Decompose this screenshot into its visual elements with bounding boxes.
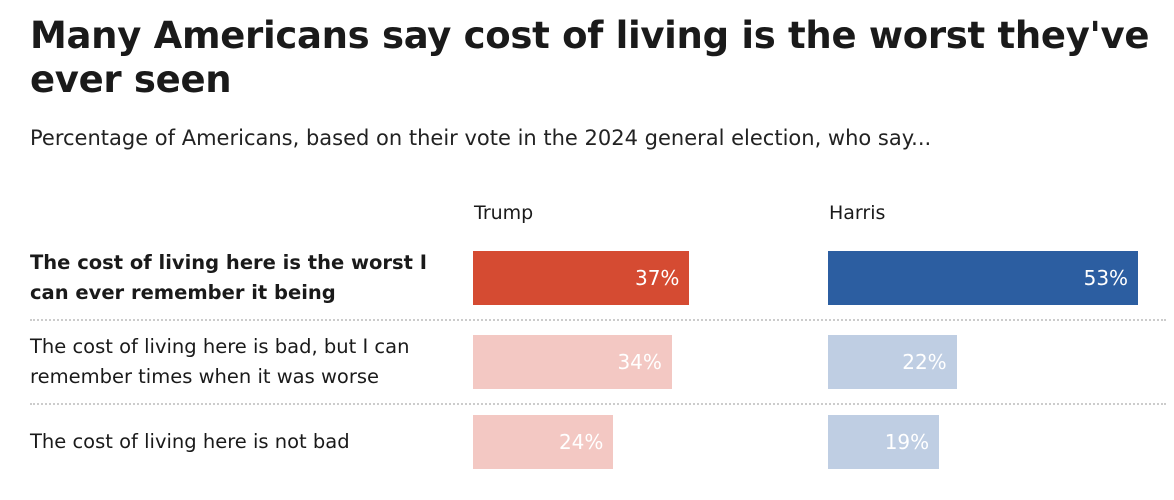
bar-trump: 34% [473,335,672,389]
bar-value-label: 53% [1083,266,1129,290]
bar-harris: 22% [828,335,957,389]
column-header-trump: Trump [474,202,534,224]
bar-harris: 19% [828,415,940,469]
row-label: The cost of living here is bad, but I ca… [30,335,410,388]
column-header-harris: Harris [829,202,886,224]
bar-harris: 53% [828,251,1139,305]
bar-value-label: 24% [558,430,604,454]
row-separator [30,403,1166,405]
bar-trump: 24% [473,415,614,469]
chart-title: Many Americans say cost of living is the… [30,14,1150,101]
row-label: The cost of living here is the worst I c… [30,251,427,304]
bar-value-label: 22% [902,350,947,374]
chart-subtitle: Percentage of Americans, based on their … [30,126,932,150]
bar-value-label: 34% [617,350,662,374]
bar-value-label: 37% [634,266,680,290]
row-label: The cost of living here is not bad [30,430,350,453]
bar-trump: 37% [473,251,690,305]
row-separator [30,319,1166,321]
bar-value-label: 19% [884,430,930,454]
